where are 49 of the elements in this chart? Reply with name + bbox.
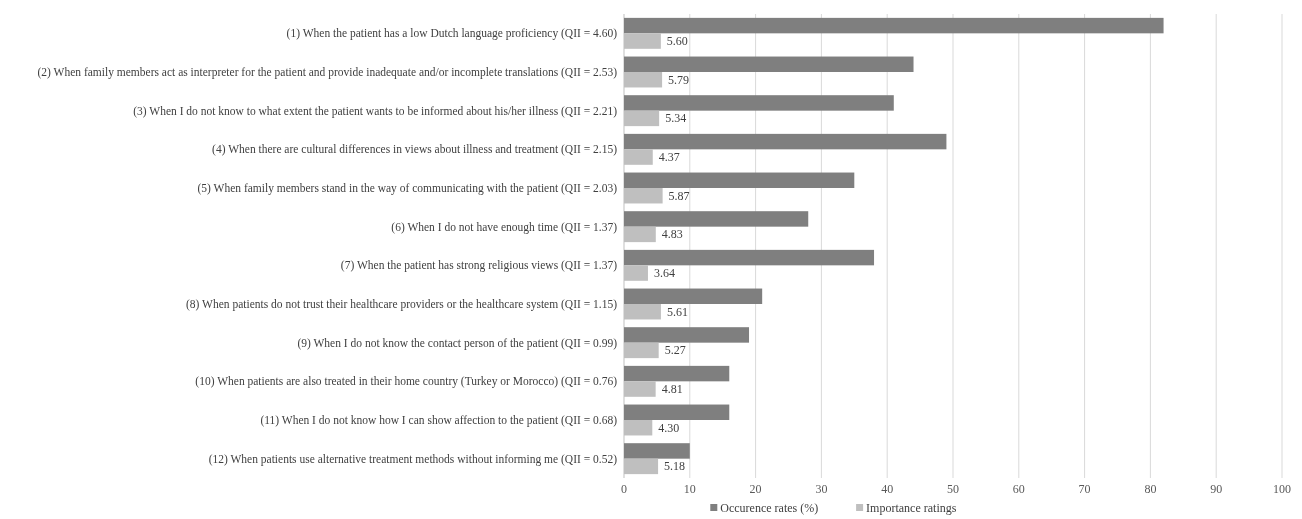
data-label: 4.81 — [661, 382, 683, 397]
bar — [624, 288, 763, 304]
bar — [624, 365, 730, 382]
data-label: 4.30 — [658, 420, 680, 435]
bar — [624, 95, 894, 111]
data-label: 5.27 — [664, 343, 686, 358]
y-tick-label: (5) When family members stand in the way of communicating with the patient (QII = 2.03) — [197, 182, 618, 195]
x-tick-label: 30 — [815, 482, 828, 496]
data-label: 5.79 — [668, 72, 690, 87]
data-label: 4.83 — [661, 227, 683, 242]
y-tick-label: (12) When patients use alternative treatment methods without informing me (QII = 0.52) — [208, 452, 618, 466]
y-tick-label: (2) When family members act as interpreter for the patient and provide inadequate and/or incomplete translations (QII = 2.53) — [37, 66, 618, 79]
y-tick-label: (4) When there are cultural differences in views about illness and treatment (QII = 2.15) — [212, 143, 618, 157]
x-tick-label: 40 — [881, 482, 894, 496]
y-tick-label: (6) When I do not have enough time (QII = 1.37) — [391, 220, 618, 234]
y-tick-label: (1) When the patient has a low Dutch language proficiency (QII = 4.60) — [286, 27, 618, 41]
x-tick-label: 70 — [1078, 482, 1091, 496]
legend-label: Importance ratings — [866, 501, 957, 515]
x-tick-label: 20 — [749, 482, 762, 496]
x-tick-label: 100 — [1273, 482, 1291, 496]
x-tick-label: 10 — [683, 482, 696, 496]
x-tick-label: 50 — [947, 482, 959, 496]
bar — [624, 443, 690, 459]
data-label: 5.87 — [668, 188, 690, 203]
legend-label: Occurence rates (%) — [720, 501, 819, 515]
data-label: 5.34 — [665, 111, 687, 126]
x-tick-label: 0 — [621, 482, 627, 496]
data-label: 5.18 — [664, 459, 686, 474]
bar — [624, 404, 730, 420]
bar — [624, 133, 947, 150]
bar — [624, 249, 875, 266]
y-tick-label: (7) When the patient has strong religious views (QII = 1.37) — [340, 259, 618, 273]
bar — [624, 211, 809, 227]
y-tick-label: (8) When patients do not trust their healthcare providers or the healthcare system (QII = 1.15) — [186, 298, 618, 311]
bar — [624, 327, 750, 343]
y-tick-label: (9) When I do not know the contact person of the patient (QII = 0.99) — [297, 336, 618, 350]
data-label: 3.64 — [653, 266, 675, 281]
y-tick-label: (11) When I do not know how I can show affection to the patient (QII = 0.68) — [260, 414, 618, 427]
bar — [624, 17, 1164, 34]
y-tick-label: (3) When I do not know to what extent the patient wants to be informed about his/her illness (QII = 2.21) — [133, 104, 618, 118]
data-label: 5.61 — [666, 304, 688, 319]
x-tick-label: 80 — [1144, 482, 1157, 496]
x-tick-label: 90 — [1210, 482, 1223, 496]
data-label: 4.37 — [658, 150, 680, 165]
bar — [624, 56, 914, 72]
y-tick-label: (10) When patients are also treated in their home country (Turkey or Morocco) (QII = 0.76) — [195, 375, 618, 389]
data-label: 5.60 — [666, 34, 688, 49]
x-tick-label: 60 — [1012, 482, 1025, 496]
bar — [624, 172, 855, 188]
